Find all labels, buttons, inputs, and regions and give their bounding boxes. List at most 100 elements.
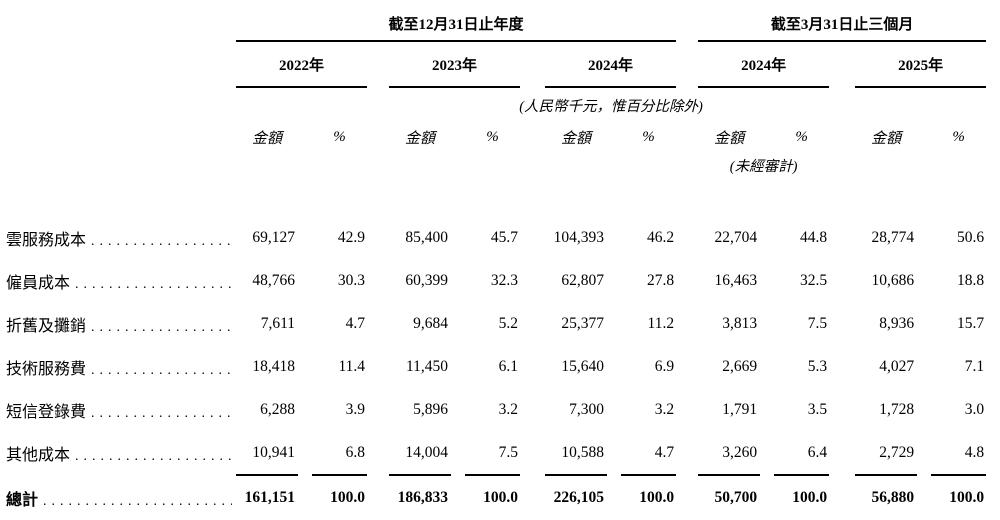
dot-leader: ........................................	[91, 319, 232, 335]
percent-cell: 6.1	[498, 357, 518, 375]
amount-cell: 62,807	[561, 271, 604, 289]
table-row: 雲服務成本...................................…	[6, 216, 986, 259]
total-percent-cell: 100.0	[465, 475, 520, 520]
column-spacer	[520, 302, 545, 345]
column-spacer	[520, 216, 545, 259]
year-header-2024-q1: 2024年	[698, 41, 830, 88]
total-amount-cell: 50,700	[698, 475, 761, 520]
percent-cell: 4.8	[931, 431, 987, 476]
percent-cell: 44.8	[799, 228, 828, 246]
amount-cell: 7,300	[569, 400, 604, 418]
amount-cell: 10,588	[545, 431, 607, 476]
amount-cell: 18,418	[252, 357, 295, 375]
column-spacer	[676, 41, 698, 87]
total-percent-cell: 100.0	[312, 475, 367, 520]
percent-header: %	[795, 128, 808, 145]
percent-cell: 7.5	[465, 431, 520, 476]
amount-cell: 15,640	[561, 357, 604, 375]
percent-cell: 32.5	[799, 271, 828, 289]
row-label: 其他成本	[6, 447, 71, 464]
cost-breakdown-table: 截至12月31日止年度 截至3月31日止三個月 2022年 2023年 2024…	[6, 0, 987, 520]
amount-cell: 7,611	[260, 314, 295, 332]
percent-cell: 4.7	[621, 431, 677, 476]
column-spacer	[829, 41, 855, 87]
amount-cell: 8,936	[879, 314, 915, 332]
column-spacer	[367, 122, 389, 152]
dot-leader: ........................................	[91, 405, 232, 421]
amount-cell: 14,004	[389, 431, 451, 476]
percent-cell: 11.4	[338, 357, 365, 375]
column-header-row: 金額 % 金額 % 金額 % 金額 % 金額 %	[6, 122, 986, 152]
year-header-2024: 2024年	[545, 41, 677, 88]
amount-header: 金額	[560, 130, 591, 147]
total-amount-cell: 56,880	[855, 475, 918, 520]
year-header-2022: 2022年	[236, 41, 367, 88]
amount-cell: 6,288	[260, 400, 295, 418]
year-header-2025-q1: 2025年	[855, 41, 987, 88]
column-spacer	[520, 259, 545, 302]
amount-header: 金額	[251, 130, 282, 147]
dot-leader: ........................................	[75, 449, 232, 464]
amount-cell: 60,399	[405, 271, 448, 289]
table-row: 短信登錄費...................................…	[6, 388, 986, 431]
dot-leader: ........................................	[91, 362, 232, 378]
column-spacer	[520, 475, 545, 520]
amount-cell: 1,791	[722, 400, 758, 418]
total-row: 總計......................................…	[6, 475, 987, 520]
table-row: 技術服務費...................................…	[6, 345, 986, 388]
percent-cell: 50.6	[956, 228, 985, 246]
column-spacer	[676, 302, 698, 345]
percent-header: %	[642, 128, 655, 145]
row-label: 短信登錄費	[6, 403, 87, 421]
percent-cell: 6.9	[654, 357, 675, 375]
table-row: 其他成本....................................…	[6, 431, 987, 476]
dot-leader: ........................................	[75, 276, 232, 292]
percent-cell: 42.9	[337, 228, 365, 246]
column-spacer	[520, 122, 545, 152]
unit-note: (人民幣千元，惟百分比除外)	[519, 98, 703, 115]
column-spacer	[829, 345, 855, 388]
column-spacer	[829, 302, 855, 345]
amount-cell: 85,400	[405, 228, 448, 246]
table-row: 折舊及攤銷...................................…	[6, 302, 986, 345]
percent-header: %	[486, 128, 499, 145]
percent-cell: 27.8	[646, 271, 675, 289]
column-spacer	[367, 345, 389, 388]
percent-cell: 7.1	[964, 357, 985, 375]
amount-cell: 10,941	[236, 431, 298, 476]
vertical-spacer-row	[6, 178, 986, 216]
percent-cell: 3.5	[807, 400, 828, 418]
amount-cell: 1,728	[879, 400, 915, 418]
total-amount-cell: 161,151	[236, 475, 298, 520]
column-spacer	[367, 259, 389, 302]
percent-cell: 3.2	[654, 400, 675, 418]
total-amount-cell: 186,833	[389, 475, 451, 520]
percent-cell: 4.7	[345, 314, 365, 332]
year-header-row: 2022年 2023年 2024年 2024年 2025年	[6, 41, 987, 88]
table-row: 僱員成本....................................…	[6, 259, 986, 302]
percent-cell: 15.7	[956, 314, 985, 332]
amount-cell: 25,377	[561, 314, 604, 332]
percent-header: %	[952, 128, 965, 145]
percent-cell: 18.8	[956, 271, 985, 289]
column-spacer	[676, 388, 698, 431]
column-spacer	[676, 345, 698, 388]
amount-cell: 3,813	[722, 314, 758, 332]
total-percent-cell: 100.0	[621, 475, 677, 520]
period-header-quarterly: 截至3月31日止三個月	[698, 0, 987, 42]
amount-cell: 3,260	[698, 431, 761, 476]
column-spacer	[367, 302, 389, 345]
column-spacer	[676, 0, 698, 41]
column-spacer	[367, 216, 389, 259]
percent-cell: 32.3	[490, 271, 518, 289]
percent-cell: 30.3	[337, 271, 365, 289]
percent-cell: 6.4	[774, 431, 830, 476]
unaudited-note: (未經審計)	[729, 158, 798, 175]
column-spacer	[676, 122, 698, 152]
percent-cell: 45.7	[490, 228, 518, 246]
percent-cell: 6.8	[312, 431, 367, 476]
row-label: 僱員成本	[6, 274, 71, 292]
column-spacer	[676, 475, 698, 520]
unit-note-row: (人民幣千元，惟百分比除外)	[6, 87, 986, 122]
amount-cell: 22,704	[714, 228, 758, 246]
